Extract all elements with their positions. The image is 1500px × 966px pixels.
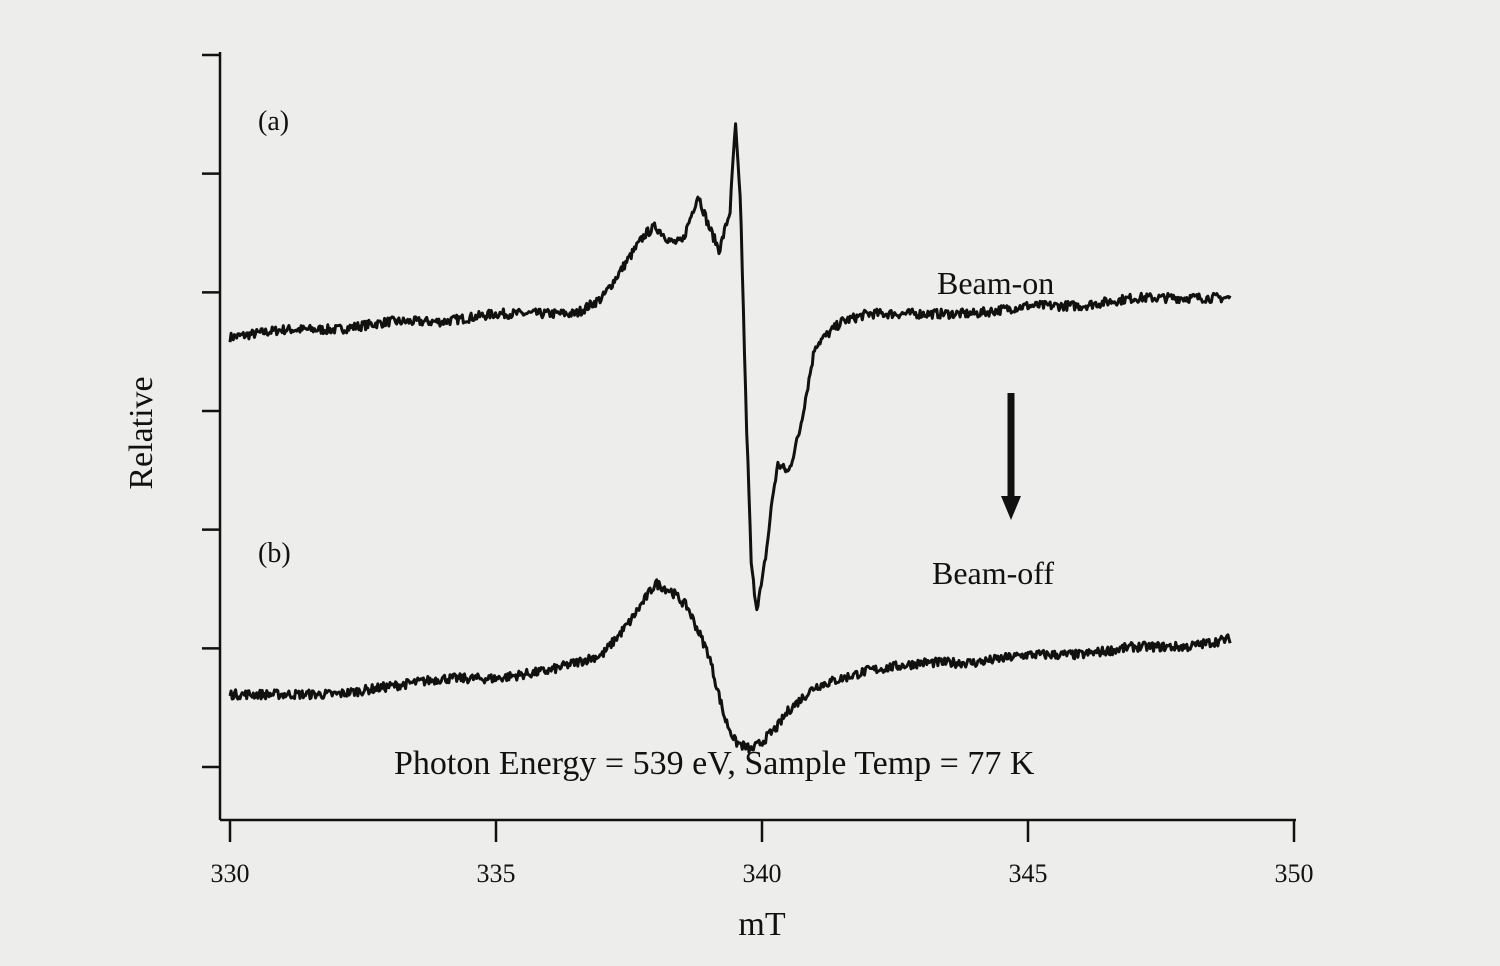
panel-b-label: (b): [258, 538, 291, 569]
x-tick-label: 330: [211, 859, 250, 888]
conditions-annotation: Photon Energy = 539 eV, Sample Temp = 77…: [394, 745, 1035, 782]
down-arrow-icon: [1001, 393, 1021, 520]
x-axis-label: mT: [738, 906, 785, 943]
series-label-beam-on: Beam-on: [937, 265, 1054, 301]
series-label-beam-off: Beam-off: [932, 555, 1054, 591]
x-tick-labels: 330 335 340 345 350: [211, 859, 1314, 888]
x-tick-label: 350: [1275, 859, 1314, 888]
y-axis-label: Relative: [123, 376, 160, 489]
x-tick-label: 335: [477, 859, 516, 888]
series-line-beam-off: [228, 578, 1232, 754]
series-line-beam-on: [228, 122, 1232, 612]
y-ticks: [202, 53, 220, 769]
x-tick-label: 345: [1009, 859, 1048, 888]
series-group: [228, 122, 1232, 754]
panel-a-label: (a): [258, 106, 289, 137]
x-ticks: [228, 820, 1296, 842]
x-tick-label: 340: [743, 859, 782, 888]
